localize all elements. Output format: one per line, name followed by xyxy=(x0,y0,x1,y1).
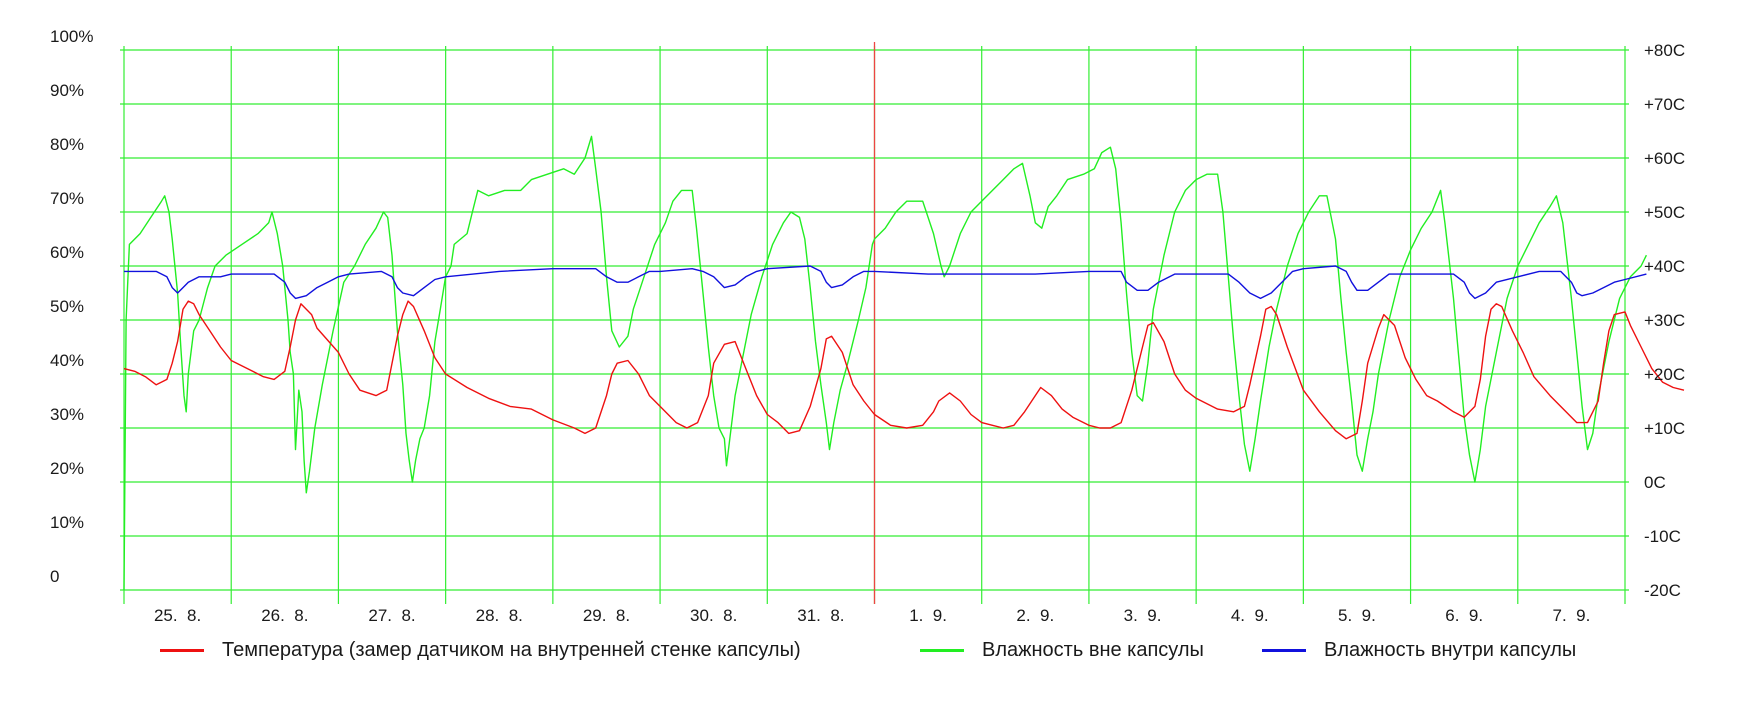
series-line-1 xyxy=(123,135,1648,591)
left-tick-label: 10% xyxy=(50,513,84,532)
x-tick-label: 30. 8. xyxy=(690,606,737,625)
right-tick-label: +10C xyxy=(1644,419,1685,438)
right-tick-label: 0C xyxy=(1644,473,1666,492)
left-tick-label: 30% xyxy=(50,405,84,424)
left-axis-ticks: 0 10% 20% 30% 40% 50% 60% 70% 80% 90% 100% xyxy=(50,27,93,586)
right-tick-label: -20C xyxy=(1644,581,1681,600)
x-axis-ticks: 25. 8. 26. 8. 27. 8. 28. 8. 29. 8. 30. 8. 31. … xyxy=(154,606,1590,625)
left-tick-label: 90% xyxy=(50,81,84,100)
legend-item-temperature: Температура (замер датчиком на внутренне… xyxy=(160,630,801,670)
x-tick-label: 1. 9. xyxy=(909,606,947,625)
x-tick-label: 7. 9. xyxy=(1552,606,1590,625)
left-tick-label: 40% xyxy=(50,351,84,370)
x-tick-label: 25. 8. xyxy=(154,606,201,625)
right-tick-label: +50C xyxy=(1644,203,1685,222)
left-tick-label: 20% xyxy=(50,459,84,478)
right-tick-label: +80C xyxy=(1644,41,1685,60)
left-tick-label: 100% xyxy=(50,27,93,46)
x-tick-label: 28. 8. xyxy=(476,606,523,625)
x-tick-label: 6. 9. xyxy=(1445,606,1483,625)
grid-lines xyxy=(120,46,1629,604)
line-chart: 0 10% 20% 30% 40% 50% 60% 70% 80% 90% 100% -20C -10… xyxy=(50,27,1685,625)
x-tick-label: 29. 8. xyxy=(583,606,630,625)
right-tick-label: -10C xyxy=(1644,527,1681,546)
legend-label-humidity-inside: Влажность внутри капсулы xyxy=(1324,638,1577,661)
right-axis-ticks: -20C -10C 0C +10C +20C +30C +40C +50C +60C +70C +8… xyxy=(1644,41,1685,600)
legend-swatch-humidity-inside xyxy=(1262,648,1306,652)
left-tick-label: 50% xyxy=(50,297,84,316)
left-tick-label: 60% xyxy=(50,243,84,262)
left-tick-label: 80% xyxy=(50,135,84,154)
right-tick-label: +30C xyxy=(1644,311,1685,330)
x-tick-label: 3. 9. xyxy=(1124,606,1162,625)
series-line-2 xyxy=(124,265,1647,300)
left-tick-label: 0 xyxy=(50,567,59,586)
legend-swatch-humidity-outside xyxy=(920,648,964,652)
right-tick-label: +40C xyxy=(1644,257,1685,276)
right-tick-label: +70C xyxy=(1644,95,1685,114)
x-tick-label: 31. 8. xyxy=(797,606,844,625)
x-tick-label: 26. 8. xyxy=(261,606,308,625)
legend-item-humidity-outside: Влажность вне капсулы xyxy=(920,630,1204,670)
series-line-0 xyxy=(123,300,1685,440)
legend-item-humidity-inside: Влажность внутри капсулы xyxy=(1262,630,1576,670)
legend-label-temperature: Температура (замер датчиком на внутренне… xyxy=(222,638,801,661)
x-tick-label: 5. 9. xyxy=(1338,606,1376,625)
legend-label-humidity-outside: Влажность вне капсулы xyxy=(982,638,1204,661)
x-tick-label: 4. 9. xyxy=(1231,606,1269,625)
right-tick-label: +20C xyxy=(1644,365,1685,384)
legend: Температура (замер датчиком на внутренне… xyxy=(0,630,1738,670)
legend-swatch-temperature xyxy=(160,648,204,652)
series-layer xyxy=(123,135,1685,591)
left-tick-label: 70% xyxy=(50,189,84,208)
x-tick-label: 2. 9. xyxy=(1016,606,1054,625)
right-tick-label: +60C xyxy=(1644,149,1685,168)
x-tick-label: 27. 8. xyxy=(368,606,415,625)
